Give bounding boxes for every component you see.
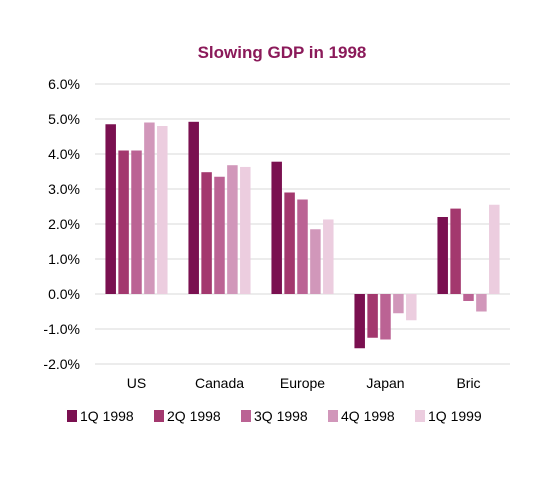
legend: 1Q 1998 2Q 1998 3Q 1998 4Q 1998 1Q 1999 [67,408,482,424]
bar-bric-5 [489,204,500,294]
y-tick-label: 1.0% [48,251,80,267]
category-label: Japan [366,375,404,391]
bar-canada-3 [214,176,225,294]
legend-swatch [241,410,251,422]
legend-swatch [67,410,77,422]
bar-europe-2 [284,192,295,294]
legend-swatch [328,410,338,422]
y-tick-label: 3.0% [48,181,80,197]
y-tick-label: 2.0% [48,216,80,232]
bar-canada-2 [201,172,212,294]
bars [105,121,500,349]
bar-bric-3 [463,294,474,301]
bar-canada-5 [240,166,251,294]
legend-swatch [154,410,164,422]
legend-swatch [415,410,425,422]
bar-bric-1 [437,217,448,294]
bar-us-3 [131,150,142,294]
chart-title: Slowing GDP in 1998 [198,43,367,62]
y-tick-label: -2.0% [43,356,80,372]
category-label: US [127,375,146,391]
bar-japan-2 [367,294,378,338]
y-tick-label: 4.0% [48,146,80,162]
bar-japan-5 [406,294,417,321]
bar-us-4 [144,122,155,294]
bar-bric-2 [450,208,461,294]
y-tick-label: -1.0% [43,321,80,337]
bar-us-1 [105,124,116,294]
bar-us-5 [157,126,168,294]
category-label: Bric [456,375,480,391]
bar-canada-1 [188,121,199,294]
category-label: Canada [195,375,244,391]
bar-japan-3 [380,294,391,340]
y-tick-label: 0.0% [48,286,80,302]
y-tick-label: 5.0% [48,111,80,127]
bar-us-2 [118,150,129,294]
bar-canada-4 [227,165,238,294]
category-labels: US Canada Europe Japan Bric [127,375,481,391]
bar-europe-5 [323,219,334,294]
bar-japan-1 [354,294,365,349]
legend-label: 3Q 1998 [254,408,308,424]
bar-europe-3 [297,199,308,294]
y-axis-ticks: -2.0% -1.0% 0.0% 1.0% 2.0% 3.0% 4.0% 5.0% 6.0% [43,76,80,372]
legend-label: 1Q 1999 [428,408,482,424]
legend-label: 1Q 1998 [80,408,134,424]
y-tick-label: 6.0% [48,76,80,92]
bar-bric-4 [476,294,487,312]
bar-europe-1 [271,161,282,294]
category-label: Europe [280,375,325,391]
bar-europe-4 [310,229,321,294]
legend-label: 2Q 1998 [167,408,221,424]
legend-label: 4Q 1998 [341,408,395,424]
bar-japan-4 [393,294,404,314]
